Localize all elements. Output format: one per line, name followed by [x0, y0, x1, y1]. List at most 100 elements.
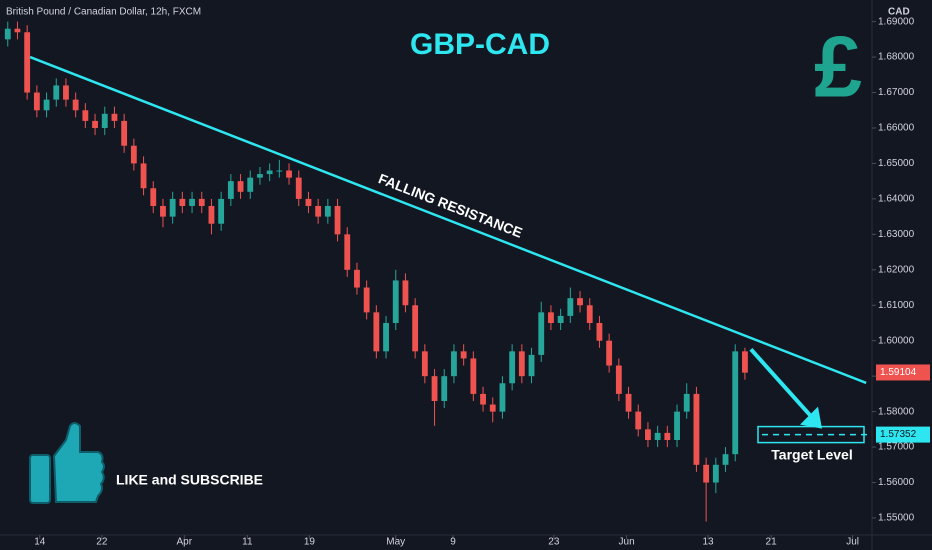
- y-tick-label: 1.68000: [878, 52, 915, 63]
- candle-body: [412, 305, 419, 352]
- target-price-badge: [876, 426, 930, 443]
- candle-body: [567, 298, 574, 316]
- y-tick-label: 1.66000: [878, 123, 915, 134]
- candle-body: [324, 205, 331, 217]
- target-label: Target Level: [771, 446, 852, 462]
- candle-body: [548, 312, 554, 323]
- y-tick-label: 1.62000: [878, 264, 915, 275]
- x-tick-label: 9: [450, 537, 456, 548]
- candle-body: [518, 351, 525, 377]
- candle-body: [305, 198, 312, 206]
- x-tick-label: 19: [304, 537, 316, 548]
- candle-body: [53, 85, 60, 100]
- candle-body: [130, 145, 137, 164]
- x-tick-label: 22: [96, 537, 108, 548]
- x-tick-label: Jul: [846, 537, 859, 548]
- y-tick-label: 1.64000: [878, 194, 915, 205]
- candle-body: [615, 365, 622, 394]
- y-tick-label: 1.67000: [878, 87, 915, 98]
- candle-body: [606, 340, 613, 366]
- candle-body: [732, 351, 739, 455]
- candle-body: [625, 393, 632, 412]
- candle-body: [266, 170, 273, 175]
- candle-body: [208, 205, 215, 224]
- candle-body: [577, 298, 583, 306]
- candle-body: [179, 198, 186, 206]
- candle-body: [538, 312, 545, 355]
- candle-body: [596, 322, 603, 341]
- candle-body: [72, 99, 79, 111]
- candle-body: [431, 376, 438, 401]
- currency-label: CAD: [888, 7, 910, 18]
- candle-body: [169, 198, 176, 217]
- y-tick-label: 1.65000: [878, 158, 915, 169]
- candle-body: [664, 432, 671, 440]
- candle-body: [101, 113, 108, 128]
- y-tick-label: 1.55000: [878, 513, 915, 524]
- y-tick-label: 1.56000: [878, 477, 915, 488]
- candle-body: [645, 429, 651, 440]
- subscribe-text: LIKE and SUBSCRIBE: [116, 472, 263, 488]
- candle-body: [683, 393, 690, 412]
- y-tick-label: 1.58000: [878, 406, 915, 417]
- candle-body: [82, 110, 89, 121]
- candle-body: [218, 198, 225, 224]
- candle-body: [402, 280, 409, 306]
- candle-body: [276, 170, 283, 172]
- candle-body: [742, 351, 748, 373]
- candle-body: [150, 188, 157, 206]
- candle-body: [480, 393, 486, 405]
- thumbs-up-icon: [29, 422, 105, 504]
- candle-body: [392, 280, 399, 323]
- y-tick-label: 1.61000: [878, 300, 915, 311]
- candle-body: [373, 312, 380, 352]
- candle-body: [43, 99, 50, 111]
- candle-body: [160, 205, 166, 217]
- candle-body: [635, 411, 642, 430]
- candle-body: [237, 181, 244, 192]
- last-price-label: 1.59104: [880, 367, 917, 378]
- resistance-line: [29, 55, 867, 385]
- candle-body: [334, 205, 341, 235]
- candle-body: [33, 92, 40, 111]
- x-tick-label: Apr: [177, 537, 193, 548]
- candle-body: [24, 32, 31, 93]
- candle-body: [354, 269, 360, 288]
- candle-body: [528, 354, 535, 377]
- candle-body: [121, 120, 128, 146]
- y-tick-label: 1.69000: [878, 16, 915, 27]
- pound-badge: £: [814, 20, 862, 116]
- candle-body: [295, 177, 302, 199]
- candle-body: [509, 351, 516, 384]
- target-price-label: 1.57352: [880, 429, 917, 440]
- last-price-badge: [876, 364, 930, 381]
- candle-body: [140, 163, 147, 189]
- candle-body: [363, 287, 370, 313]
- y-tick-label: 1.57000: [878, 442, 915, 453]
- candle-body: [257, 174, 263, 178]
- symbol-info: British Pound / Canadian Dollar, 12h, FX…: [6, 7, 201, 18]
- target-arrowhead: [800, 406, 822, 429]
- x-tick-label: 14: [34, 537, 46, 548]
- candle-body: [722, 454, 729, 465]
- candle-body: [460, 351, 467, 359]
- x-tick-label: 21: [766, 537, 778, 548]
- candle-body: [693, 393, 700, 465]
- target-arrow: [749, 348, 816, 421]
- candle-body: [654, 432, 661, 440]
- candle-body: [499, 383, 506, 412]
- candle-body: [703, 464, 710, 483]
- candle-body: [198, 198, 205, 206]
- candle-body: [286, 170, 292, 178]
- candle-body: [4, 28, 11, 40]
- x-tick-label: 13: [703, 537, 715, 548]
- candle-body: [421, 351, 428, 377]
- x-tick-label: 23: [548, 537, 560, 548]
- candle-body: [557, 315, 564, 323]
- candle-body: [674, 411, 680, 440]
- y-tick-label: 1.63000: [878, 229, 915, 240]
- chart-title: GBP-CAD: [410, 28, 550, 61]
